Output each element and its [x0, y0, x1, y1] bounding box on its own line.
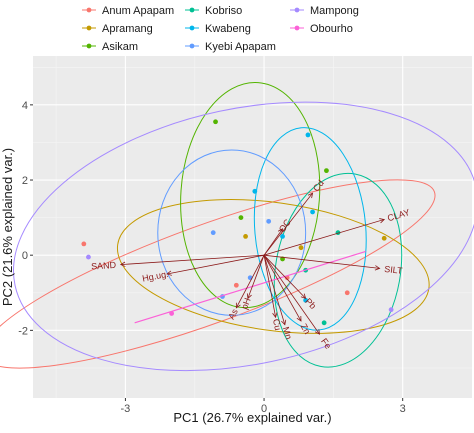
loading-label: Hg.ug.	[141, 269, 169, 284]
data-point	[321, 320, 327, 326]
loading-arrowhead	[379, 218, 386, 224]
legend-label: Mampong	[310, 5, 359, 17]
loading-arrowhead	[314, 329, 321, 335]
y-axis-title: PC2 (21.6% explained var.)	[0, 148, 15, 306]
data-point	[344, 290, 350, 296]
loading-arrow	[120, 254, 265, 265]
legend-label: Kwabeng	[205, 23, 251, 35]
legend-key-point	[86, 7, 92, 13]
data-point	[381, 235, 387, 241]
data-point	[243, 233, 248, 239]
loading-arrow	[263, 192, 313, 256]
loading-label: As	[226, 307, 240, 321]
data-point	[324, 168, 329, 174]
legend-label: Obourho	[310, 23, 353, 35]
x-tick-label: 0	[261, 403, 267, 415]
loading-arrowhead	[246, 293, 252, 300]
loading-label: SAND	[91, 260, 117, 272]
loading-arrow	[235, 255, 265, 308]
ellipse-asikam	[180, 81, 321, 309]
legend-key-point	[86, 25, 92, 31]
loading-arrow	[263, 255, 286, 325]
loading-arrow	[247, 255, 265, 299]
loading-arrowhead	[296, 315, 302, 322]
ellipse-mampong	[13, 101, 474, 372]
loading-arrowhead	[277, 228, 284, 234]
x-axis-title: PC1 (26.7% explained var.)	[173, 410, 331, 425]
data-point	[298, 245, 304, 251]
y-tick-label: 2	[22, 175, 28, 187]
confidence-ellipses	[0, 81, 474, 372]
legend-label: Kobriso	[205, 5, 242, 17]
data-point	[305, 132, 311, 138]
y-tick-label: -2	[18, 325, 28, 337]
loading-arrowhead	[374, 265, 381, 271]
loading-arrowhead	[166, 270, 172, 276]
loading-label: Cu	[271, 318, 283, 331]
data-point	[210, 230, 216, 236]
y-tick-label: 4	[22, 100, 28, 112]
loading-label: Mn	[281, 326, 294, 341]
data-point	[388, 307, 394, 313]
loading-arrowhead	[272, 312, 278, 319]
loading-arrowhead	[281, 319, 287, 326]
data-point	[252, 188, 258, 194]
loading-arrow	[166, 254, 265, 275]
legend-label: Apramang	[102, 23, 153, 35]
highlight-segment	[134, 250, 366, 324]
legend-key-point	[189, 25, 195, 31]
data-point	[81, 241, 87, 247]
x-tick-label: 3	[400, 403, 406, 415]
loading-label: Zn	[299, 322, 313, 336]
loading-arrow	[263, 254, 306, 299]
legend-key-point	[86, 43, 92, 49]
loading-arrow	[263, 254, 302, 322]
legend-key-point	[189, 7, 195, 13]
legend-label: Anum Apapam	[102, 5, 174, 17]
loading-arrowhead	[235, 302, 241, 309]
data-point	[310, 209, 315, 215]
loading-arrow	[264, 254, 380, 269]
legend-key-point	[189, 43, 195, 49]
loading-arrowhead	[300, 293, 307, 300]
loading-label: pH	[239, 296, 252, 310]
data-point	[280, 233, 285, 239]
data-point	[233, 282, 239, 288]
legend-key-point	[294, 25, 300, 31]
y-tick-label: 0	[22, 250, 28, 262]
ellipse-kyebi-apapam	[157, 149, 307, 316]
data-point	[86, 254, 91, 260]
data-point	[213, 119, 218, 125]
axis-ticks: -3 0 3 -2 0 2 4	[18, 100, 406, 415]
ellipse-kobriso	[273, 172, 403, 368]
legend: Anum Apapam Apramang Asikam Kobriso Kwabeng K…	[82, 5, 359, 53]
legend-label: Asikam	[102, 41, 138, 53]
data-point	[266, 218, 272, 224]
ellipse-anum-apapam	[0, 179, 436, 369]
loading-arrow	[263, 228, 283, 256]
loading-arrow	[263, 254, 320, 335]
data-points	[81, 119, 394, 326]
data-point	[303, 297, 309, 303]
loading-arrow	[263, 219, 385, 256]
loading-label: SILT	[384, 264, 404, 276]
plot-panel	[33, 56, 472, 398]
loading-label: Fe	[319, 336, 333, 350]
legend-label: Kyebi Apapam	[205, 41, 276, 53]
loading-arrowhead	[119, 261, 126, 267]
loading-arrowhead	[307, 192, 314, 199]
legend-key-point	[294, 7, 300, 13]
data-point	[238, 215, 244, 221]
x-tick-label: -3	[121, 403, 131, 415]
loading-arrow	[263, 255, 276, 318]
